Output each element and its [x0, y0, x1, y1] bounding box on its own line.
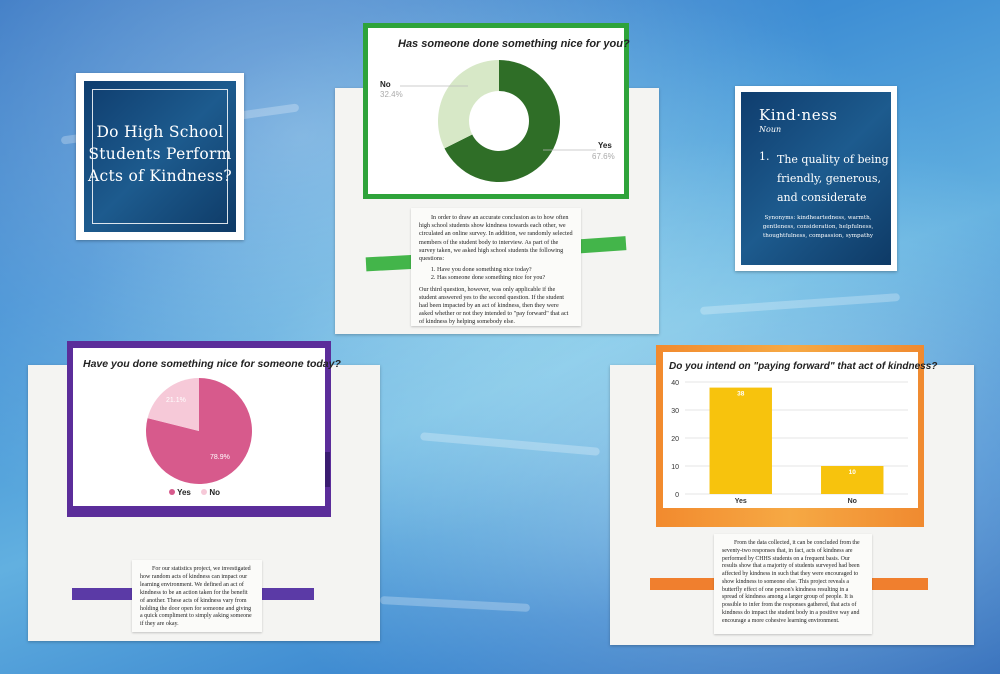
donut-slice-yes	[444, 60, 560, 182]
synonyms-line-1: Synonyms: kindheartedness, warmth,	[764, 215, 872, 221]
x-tick-label: No	[848, 498, 857, 505]
method-note: In order to draw an accurate conclusion …	[411, 208, 581, 326]
legend-yes-swatch	[169, 489, 175, 495]
bar-chart: 0 10 20 30 40 38 Yes 10 No	[671, 380, 908, 505]
background-streak	[699, 293, 901, 315]
bar-data-label: 10	[849, 469, 857, 476]
pie-legend: Yes No	[169, 488, 220, 497]
legend-yes-label: Yes	[177, 488, 191, 497]
donut-yes-label: Yes	[598, 141, 612, 150]
question-1: Have you done something nice today?	[437, 266, 573, 274]
title-card-frame	[92, 89, 228, 224]
y-tick-label: 30	[671, 408, 679, 415]
title-line-2: Students Perform	[88, 145, 232, 163]
bar-no	[821, 466, 884, 494]
donut-no-value: 32.4%	[380, 90, 403, 99]
definition-card: Kind·ness Noun 1. The quality of being f…	[735, 86, 897, 271]
pie-slice-yes	[146, 378, 252, 485]
pie-chart-card: Have you done something nice for someone…	[73, 348, 341, 506]
y-tick-label: 40	[671, 380, 679, 387]
conclusion-paragraph: From the data collected, it can be concl…	[722, 540, 860, 624]
definition-line-2: friendly, generous,	[777, 172, 882, 185]
synonyms-line-2: gentleness, consideration, helpfulness,	[762, 224, 874, 230]
donut-chart-card: Has someone done something nice for you?…	[363, 23, 630, 199]
definition-line-1: The quality of being	[777, 153, 889, 166]
method-paragraph-1: In order to draw an accurate conclusion …	[419, 214, 573, 262]
title-card: Do High School Students Perform Acts of …	[76, 73, 244, 240]
pie-chart-title: Have you done something nice for someone…	[83, 358, 341, 370]
synonyms-line-3: thoughtfulness, compassion, sympathy	[763, 233, 873, 239]
pie-slice-no	[147, 378, 199, 431]
title-line-1: Do High School	[96, 123, 224, 141]
legend-no-swatch	[201, 489, 208, 495]
pie-no-value: 21.1%	[166, 397, 186, 404]
title-line-3: Acts of Kindness?	[88, 167, 232, 185]
definition-pos: Noun	[759, 125, 782, 134]
intro-note: For our statistics project, we investiga…	[132, 560, 262, 632]
donut-chart-title: Has someone done something nice for you?	[398, 38, 630, 50]
legend-no-label: No	[209, 488, 221, 497]
bar-chart-card: Do you intend on "paying forward" that a…	[663, 352, 937, 508]
pie-chart	[146, 378, 252, 485]
y-tick-label: 0	[675, 492, 679, 499]
method-paragraph-2: Our third question, however, was only ap…	[419, 285, 569, 326]
bar-yes	[709, 387, 772, 494]
definition-line-3: and considerate	[777, 191, 867, 204]
conclusion-note: From the data collected, it can be concl…	[714, 534, 872, 634]
donut-no-label: No	[380, 80, 391, 89]
pie-frame-shadow	[322, 452, 330, 487]
definition-number: 1.	[759, 150, 770, 163]
y-tick-label: 20	[671, 436, 679, 443]
definition-word: Kind·ness	[759, 106, 838, 124]
bar-chart-title: Do you intend on "paying forward" that a…	[669, 361, 938, 372]
x-tick-label: Yes	[735, 498, 747, 505]
donut-yes-value: 67.6%	[592, 152, 615, 161]
bar-data-label: 38	[737, 391, 745, 398]
intro-paragraph: For our statistics project, we investiga…	[140, 566, 252, 628]
donut-chart	[400, 60, 596, 182]
donut-slice-no	[438, 60, 499, 149]
background-streak	[379, 596, 531, 612]
question-list: Have you done something nice today? Has …	[419, 266, 573, 282]
pie-yes-value: 78.9%	[210, 454, 230, 461]
question-2: Has someone done something nice for you?	[437, 274, 573, 282]
background-streak	[419, 432, 601, 456]
y-tick-label: 10	[671, 464, 679, 471]
